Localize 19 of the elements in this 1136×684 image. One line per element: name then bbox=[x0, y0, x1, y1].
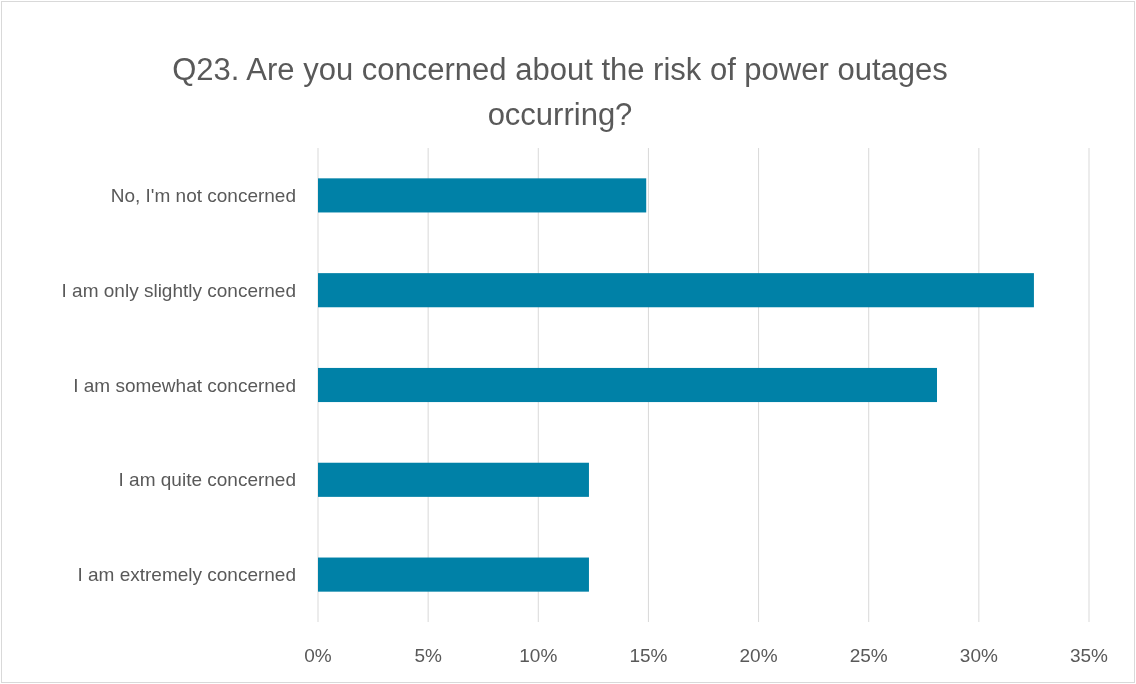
bar bbox=[318, 367, 937, 403]
x-tick-label: 30% bbox=[959, 645, 998, 666]
bar bbox=[318, 462, 589, 497]
y-tick-label: No, I'm not concerned bbox=[110, 185, 296, 207]
x-tick-label: 10% bbox=[519, 645, 558, 666]
y-tick-label: I am somewhat concerned bbox=[73, 374, 296, 396]
x-tick-label: 5% bbox=[414, 645, 442, 666]
x-tick-label: 25% bbox=[849, 645, 888, 666]
bar bbox=[318, 557, 589, 592]
y-tick-label: I am only slightly concerned bbox=[61, 279, 296, 301]
y-tick-label: I am quite concerned bbox=[118, 469, 296, 491]
bar bbox=[318, 273, 1034, 308]
x-tick-label: 35% bbox=[1069, 645, 1109, 666]
chart-title: Q23. Are you concerned about the risk of power outages occurring? bbox=[172, 52, 948, 132]
x-tick-label: 20% bbox=[739, 645, 778, 666]
x-tick-label: 0% bbox=[304, 645, 332, 666]
x-tick-label: 15% bbox=[629, 645, 668, 666]
bar bbox=[318, 178, 647, 213]
y-tick-label: I am extremely concerned bbox=[77, 564, 296, 586]
